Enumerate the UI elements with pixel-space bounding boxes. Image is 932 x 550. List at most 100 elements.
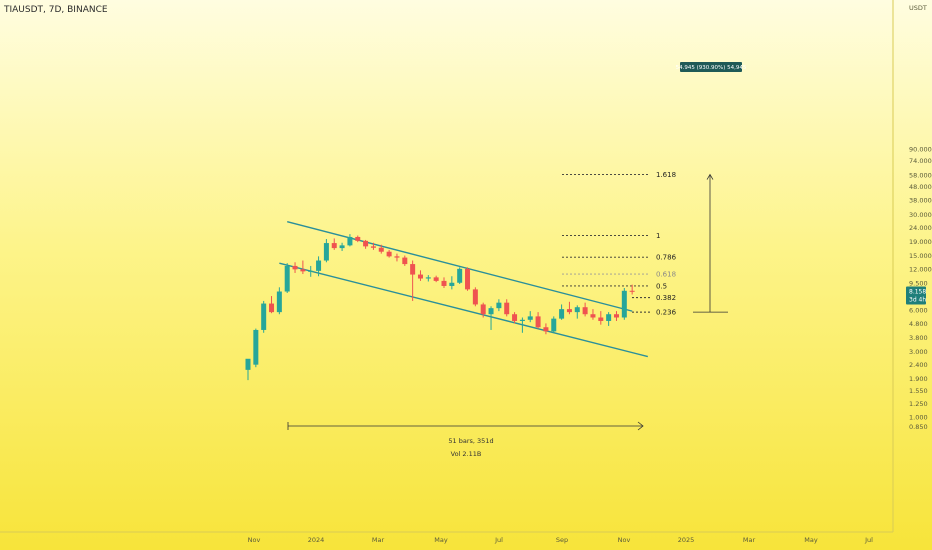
candle-body [410,264,416,275]
candle-body [496,302,502,309]
channel-lower-line [279,262,649,358]
candle-body [543,327,549,332]
x-tick-label: 2024 [308,536,325,544]
y-tick-label: 1.900 [909,375,928,383]
candle-body [284,265,290,292]
y-tick-label: 3.000 [909,348,928,356]
candle-body [465,268,471,290]
candle-body [488,308,494,315]
y-tick-label: 2.400 [909,361,928,369]
channel-upper-line [287,220,633,312]
candle-body [535,316,541,328]
candle-body [331,243,337,249]
x-tick-label: 2025 [678,536,695,544]
last-price-label: 8.158 [909,289,926,296]
y-tick-label: 3.800 [909,334,928,342]
candle-body [316,260,322,271]
candle-body [370,246,376,248]
candle-body [425,277,431,279]
y-tick-label: 12.000 [909,265,932,273]
x-tick-label: Jul [864,536,873,544]
candle-body [276,291,282,313]
y-tick-label: 58.000 [909,172,932,180]
candle-body [394,256,400,258]
fib-label-0.236: 0.236 [656,309,677,317]
y-tick-label: 74.000 [909,157,932,165]
y-tick-label: 48.000 [909,183,932,191]
y-tick-label: 1.250 [909,400,928,408]
measure-label: 54.945 (930.90%) 54,945 [676,65,747,71]
bars-label: 51 bars, 351d [448,437,493,445]
y-tick-label: 30.000 [909,211,932,219]
candle-body [590,314,596,318]
candle-body [551,318,557,332]
x-tick-label: Sep [556,536,568,544]
candle-body [449,282,455,286]
x-tick-label: Jul [494,536,503,544]
candle-body [606,314,612,321]
candle-body [472,289,478,305]
x-tick-label: Mar [743,536,756,544]
y-tick-label: 0.850 [909,423,928,431]
x-tick-label: Mar [372,536,385,544]
candle-body [512,314,518,321]
candle-body [441,280,447,286]
descending-channel[interactable] [279,220,649,358]
fib-label-1.618: 1.618 [656,171,676,179]
x-tick-label: Nov [618,536,631,544]
candle-body [457,268,463,283]
fib-label-1: 1 [656,232,660,240]
candle-body [292,265,298,270]
y-tick-label: 15.000 [909,252,932,260]
candle-body [261,303,267,330]
y-tick-label: 9.500 [909,279,928,287]
candle-body [598,317,604,321]
candle-body [339,245,345,249]
y-tick-label: 6.000 [909,307,928,315]
candle-body [559,309,565,319]
annotations: 54.945 (930.90%) 54,945 51 bars, 351d Vol … [287,62,926,458]
candle-body [621,290,627,318]
candle-body [378,247,384,252]
volume-label: Vol 2.11B [451,450,482,458]
y-tick-label: 1.000 [909,413,928,421]
y-tick-label: 38.000 [909,197,932,205]
candle-body [323,243,329,261]
candle-body [269,303,275,313]
candle-body [363,240,369,247]
candle-body [253,329,259,365]
candle-body [527,316,533,320]
candle-body [245,358,251,370]
x-tick-label: May [804,536,818,544]
x-tick-label: May [434,536,448,544]
y-tick-label: 1.550 [909,387,928,395]
candle-body [504,302,510,315]
candle-body [433,277,439,281]
fib-label-0.5: 0.5 [656,282,667,290]
x-tick-label: Nov [248,536,261,544]
candle-body [347,236,353,246]
last-price-countdown: 3d 4h [909,297,926,304]
candle-body [519,319,525,321]
candle-body [300,269,306,272]
y-tick-label: 90.000 [909,145,932,153]
candle-body [355,236,361,241]
measure-arrowhead [706,173,714,180]
candle-body [582,307,588,315]
fibonacci-levels[interactable]: 1.618 1 0.786 0.618 0.5 0.382 0.236 [562,171,677,317]
date-range-arrowhead [637,421,644,431]
candle-body [308,270,314,272]
y-tick-label: 24.000 [909,224,932,232]
candle-body [417,274,423,279]
candles [245,234,635,381]
candle-body [574,307,580,313]
y-tick-label: 4.800 [909,320,928,328]
candle-body [386,251,392,257]
candle-body [402,257,408,265]
last-price-tag [906,286,926,305]
y-axis-currency: USDT [909,4,927,12]
y-tick-label: 19.000 [909,238,932,246]
chart-title: TIAUSDT, 7D, BINANCE [4,5,108,15]
